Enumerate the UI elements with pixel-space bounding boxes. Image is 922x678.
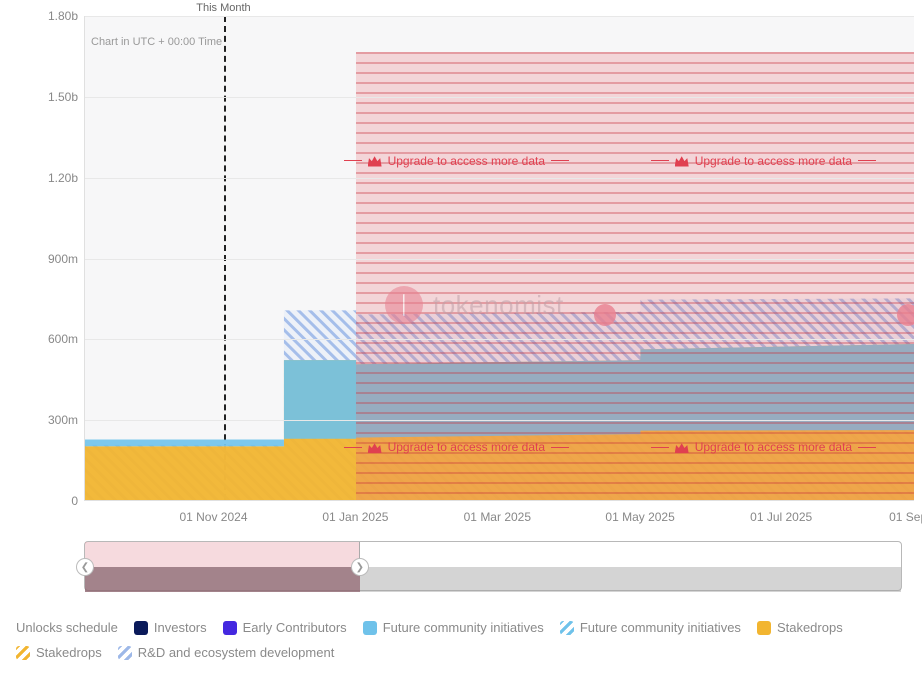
crown-icon <box>368 441 382 453</box>
legend-label: R&D and ecosystem development <box>138 645 335 660</box>
gridline <box>85 16 914 17</box>
plot-area: Chart in UTC + 00:00 Time tokenomist Upg… <box>84 16 914 501</box>
legend-item[interactable]: Future community initiatives <box>363 620 544 635</box>
legend-item[interactable]: Stakedrops <box>757 620 843 635</box>
range-scrollbar[interactable]: ❮ ❯ <box>84 541 902 591</box>
legend-label: Future community initiatives <box>580 620 741 635</box>
gridline <box>85 259 914 260</box>
range-handle-right[interactable]: ❯ <box>351 558 369 576</box>
legend-swatch-icon <box>223 621 237 635</box>
legend: Unlocks schedule Investors Early Contribu… <box>16 620 906 660</box>
y-tick-label: 900m <box>0 252 78 266</box>
y-tick-label: 0 <box>0 494 78 508</box>
legend-swatch-icon <box>118 646 132 660</box>
legend-label: Investors <box>154 620 207 635</box>
y-tick-label: 1.50b <box>0 90 78 104</box>
legend-item[interactable]: R&D and ecosystem development <box>118 645 335 660</box>
range-remainder <box>360 567 901 592</box>
legend-label: Early Contributors <box>243 620 347 635</box>
crown-icon <box>675 155 689 167</box>
gridline <box>85 97 914 98</box>
upgrade-text: Upgrade to access more data <box>388 440 545 454</box>
gridline <box>85 178 914 179</box>
legend-label: Stakedrops <box>777 620 843 635</box>
upgrade-cta[interactable]: Upgrade to access more data <box>651 440 876 454</box>
upgrade-cta[interactable]: Upgrade to access more data <box>651 154 876 168</box>
crown-icon <box>675 441 689 453</box>
gridline <box>85 339 914 340</box>
legend-item[interactable]: Future community initiatives <box>560 620 741 635</box>
legend-label: Stakedrops <box>36 645 102 660</box>
legend-title: Unlocks schedule <box>16 620 118 635</box>
gridline <box>85 420 914 421</box>
y-tick-label: 600m <box>0 332 78 346</box>
x-tick-label: 01 Jan 2025 <box>322 510 388 524</box>
watermark: tokenomist <box>385 286 564 324</box>
legend-swatch-icon <box>363 621 377 635</box>
range-selection-bottom <box>85 567 360 592</box>
x-tick-label: 01 Nov 2024 <box>179 510 247 524</box>
x-tick-label: 01 Mar 2025 <box>464 510 531 524</box>
legend-label: Future community initiatives <box>383 620 544 635</box>
upgrade-text: Upgrade to access more data <box>388 154 545 168</box>
legend-item[interactable]: Investors <box>134 620 207 635</box>
y-tick-label: 1.80b <box>0 9 78 23</box>
legend-swatch-icon <box>757 621 771 635</box>
y-tick-label: 300m <box>0 413 78 427</box>
x-tick-label: 01 May 2025 <box>605 510 674 524</box>
watermark-logo-icon <box>385 286 423 324</box>
legend-swatch-icon <box>560 621 574 635</box>
range-handle-left[interactable]: ❮ <box>76 558 94 576</box>
upgrade-text: Upgrade to access more data <box>695 154 852 168</box>
locked-data-overlay <box>356 52 914 501</box>
legend-item[interactable]: Stakedrops <box>16 645 102 660</box>
legend-item[interactable]: Early Contributors <box>223 620 347 635</box>
watermark-text: tokenomist <box>433 290 564 321</box>
x-tick-label: 01 Sep 20 <box>889 510 922 524</box>
range-selection-top <box>85 542 360 567</box>
upgrade-text: Upgrade to access more data <box>695 440 852 454</box>
chart-container: Chart in UTC + 00:00 Time tokenomist Upg… <box>0 0 922 678</box>
x-tick-label: 01 Jul 2025 <box>750 510 812 524</box>
legend-swatch-icon <box>16 646 30 660</box>
marker-blob-icon <box>897 304 914 326</box>
upgrade-cta[interactable]: Upgrade to access more data <box>344 440 569 454</box>
upgrade-cta[interactable]: Upgrade to access more data <box>344 154 569 168</box>
crown-icon <box>368 155 382 167</box>
y-tick-label: 1.20b <box>0 171 78 185</box>
this-month-label: This Month <box>196 2 250 14</box>
legend-swatch-icon <box>134 621 148 635</box>
